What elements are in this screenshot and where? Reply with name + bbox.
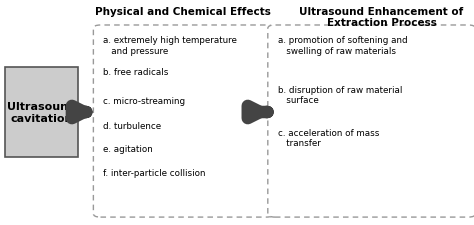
Text: c. acceleration of mass
   transfer: c. acceleration of mass transfer xyxy=(278,128,380,148)
Text: e. agitation: e. agitation xyxy=(103,144,153,153)
FancyBboxPatch shape xyxy=(5,68,78,158)
Text: Ultrasound
cavitation: Ultrasound cavitation xyxy=(7,102,76,123)
Text: b. free radicals: b. free radicals xyxy=(103,68,169,76)
Text: Ultrasound Enhancement of
Extraction Process: Ultrasound Enhancement of Extraction Pro… xyxy=(300,7,464,28)
Text: a. extremely high temperature
   and pressure: a. extremely high temperature and pressu… xyxy=(103,36,237,55)
FancyBboxPatch shape xyxy=(268,26,474,217)
Text: d. turbulence: d. turbulence xyxy=(103,122,162,130)
FancyBboxPatch shape xyxy=(93,26,273,217)
Text: b. disruption of raw material
   surface: b. disruption of raw material surface xyxy=(278,86,402,105)
Text: c. micro-streaming: c. micro-streaming xyxy=(103,97,185,106)
Text: Physical and Chemical Effects: Physical and Chemical Effects xyxy=(94,7,271,17)
Text: f. inter-particle collision: f. inter-particle collision xyxy=(103,169,206,178)
Text: a. promotion of softening and
   swelling of raw materials: a. promotion of softening and swelling o… xyxy=(278,36,408,55)
